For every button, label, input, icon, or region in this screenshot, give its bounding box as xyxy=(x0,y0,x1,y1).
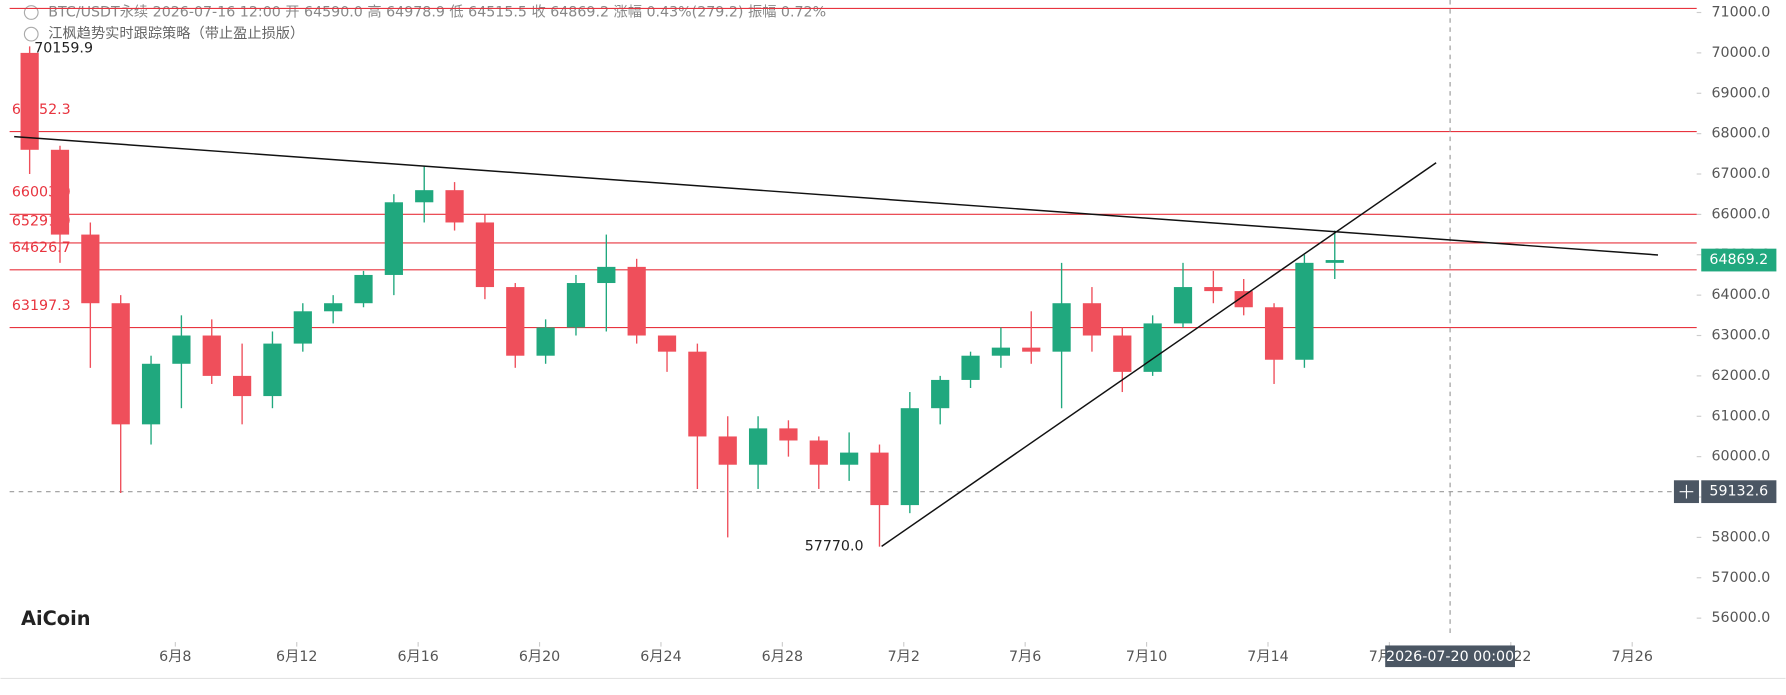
candle-body xyxy=(141,363,161,425)
candle-body xyxy=(354,274,373,304)
y-tick-label: 68000.0 xyxy=(1711,126,1770,142)
candle-body xyxy=(1295,262,1314,360)
candle-body xyxy=(566,283,586,328)
y-tick-label: 60000.0 xyxy=(1711,449,1770,465)
candle-body xyxy=(384,202,403,275)
candle-body xyxy=(263,343,282,397)
last-price-label: 64869.2 xyxy=(1709,252,1768,268)
trendline xyxy=(14,135,1659,256)
x-tick-label: 6月16 xyxy=(397,649,438,665)
candle-body xyxy=(81,234,100,304)
toggle-icon[interactable] xyxy=(23,26,39,42)
y-tick-label: 58000.0 xyxy=(1711,529,1770,545)
crosshair-price-box xyxy=(1701,480,1777,504)
candle-body xyxy=(202,335,221,376)
y-tick-label: 57000.0 xyxy=(1711,570,1770,586)
last-price-box xyxy=(1701,248,1777,272)
trendline xyxy=(881,162,1437,547)
candle-body xyxy=(475,222,495,288)
candle-body xyxy=(840,452,859,465)
candle-body xyxy=(293,311,312,344)
candle-body xyxy=(688,351,707,437)
x-tick-label: 6月12 xyxy=(276,649,317,665)
x-tick-label: 6月20 xyxy=(519,649,560,665)
level-label: 64626.7 xyxy=(12,240,71,256)
candle-body xyxy=(1082,303,1102,336)
x-tick-label: 7月2 xyxy=(888,649,920,665)
candle-body xyxy=(20,52,39,150)
candle-body xyxy=(415,190,434,203)
candle-body xyxy=(1264,307,1284,360)
candle-body xyxy=(324,303,343,312)
candle-body xyxy=(1234,291,1253,308)
low-mark-label: 57770.0 xyxy=(805,539,864,555)
candle-body xyxy=(1204,287,1223,292)
symbol-info: BTC/USDT永续 2026-07-16 12:00 开 64590.0 高 … xyxy=(48,4,826,21)
high-mark-label: 70159.9 xyxy=(34,41,93,57)
candle-body xyxy=(1113,335,1132,372)
candle-body xyxy=(627,266,646,336)
y-tick-label: 71000.0 xyxy=(1711,5,1770,21)
candle-body xyxy=(900,408,919,506)
candle-body xyxy=(870,452,889,506)
y-tick-label: 56000.0 xyxy=(1711,610,1770,626)
y-tick-label: 70000.0 xyxy=(1711,45,1770,61)
x-tick-label: 6月24 xyxy=(640,649,681,665)
crosshair-price-label: 59132.6 xyxy=(1709,484,1768,500)
candle-body xyxy=(1022,347,1041,352)
crosshair-date-label: 2026-07-20 00:00 xyxy=(1386,649,1514,665)
candle-body xyxy=(1052,303,1071,352)
crosshair-date-box xyxy=(1385,645,1515,668)
logo: AiCoin xyxy=(21,607,91,630)
candle-body xyxy=(991,347,1011,356)
candle-body xyxy=(232,375,252,397)
level-label: 63197.3 xyxy=(12,298,71,314)
candle-body xyxy=(1325,260,1344,263)
y-tick-label: 69000.0 xyxy=(1711,85,1770,101)
plus-icon xyxy=(1679,484,1694,499)
x-tick-label: 7月14 xyxy=(1247,649,1288,665)
candle-body xyxy=(748,428,768,465)
x-tick-label: 6月28 xyxy=(762,649,803,665)
x-tick-label: 7月10 xyxy=(1126,649,1167,665)
candle-body xyxy=(1143,323,1162,372)
y-tick-label: 63000.0 xyxy=(1711,328,1770,344)
candle-body xyxy=(931,379,950,409)
y-tick-label: 64000.0 xyxy=(1711,287,1770,303)
y-tick-label: 61000.0 xyxy=(1711,408,1770,424)
candle-body xyxy=(961,355,980,380)
y-tick-label: 67000.0 xyxy=(1711,166,1770,182)
x-tick-label: 7月26 xyxy=(1612,649,1653,665)
candle-body xyxy=(809,440,828,465)
candle-body xyxy=(445,190,464,223)
candle-body xyxy=(506,287,525,356)
candle-body xyxy=(536,327,555,356)
y-tick-label: 62000.0 xyxy=(1711,368,1770,384)
candle-body xyxy=(657,335,677,352)
x-tick-label: 6月8 xyxy=(159,649,191,665)
y-tick-label: 66000.0 xyxy=(1711,206,1770,222)
candle-body xyxy=(111,303,130,425)
candle-body xyxy=(1173,287,1193,324)
toggle-icon[interactable] xyxy=(23,5,39,20)
candle-body xyxy=(718,436,737,465)
candle-body xyxy=(597,266,616,284)
candle-body xyxy=(172,335,191,364)
strategy-name: 江枫趋势实时跟踪策略（带止盈止损版） xyxy=(48,25,304,42)
candle-body xyxy=(779,428,798,441)
candle-body xyxy=(50,149,70,235)
x-tick-label: 7月6 xyxy=(1009,649,1041,665)
